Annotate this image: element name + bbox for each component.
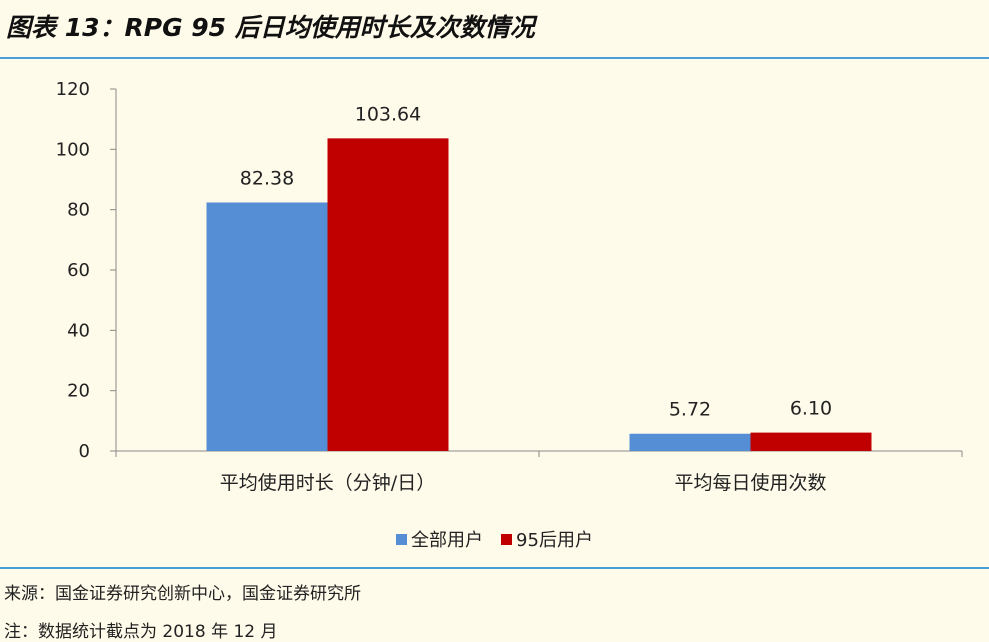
bar-95-users [327, 138, 449, 451]
x-category-label: 平均每日使用次数 [674, 472, 826, 494]
data-label: 82.38 [240, 167, 294, 189]
legend-swatch-95-users [501, 533, 513, 545]
legend-swatch-all-users [396, 533, 408, 545]
y-tick-label: 60 [67, 260, 90, 281]
y-tick-label: 40 [67, 320, 90, 341]
bar-all-users [629, 433, 751, 451]
bar-chart: 0 20 40 60 80 100 120 82.38 103.64 平均使用时长（分钟/日） 5.… [56, 79, 963, 494]
legend-item-all-users: 全部用户 [396, 526, 483, 552]
legend-label-95-users: 95后用户 [516, 530, 593, 551]
data-label: 103.64 [355, 103, 421, 125]
bar-95-users [750, 432, 872, 451]
y-tick-label: 0 [79, 441, 90, 462]
y-tick-label: 100 [56, 139, 90, 160]
y-tick-label: 120 [56, 79, 90, 100]
chart-title: 图表 13：RPG 95 后日均使用时长及次数情况 [6, 13, 535, 42]
bottom-divider [0, 567, 989, 569]
y-tick-label: 80 [67, 200, 90, 221]
y-tick-label: 20 [67, 381, 90, 402]
top-divider [0, 57, 989, 59]
source-note: 来源：国金证券研究创新中心，国金证券研究所 [4, 584, 361, 604]
legend-item-95-users: 95后用户 [501, 526, 593, 552]
data-label: 6.10 [790, 398, 832, 420]
footnote: 注：数据统计截点为 2018 年 12 月 [4, 622, 278, 642]
data-label: 5.72 [669, 399, 711, 421]
legend: 全部用户 95后用户 [0, 526, 989, 552]
legend-label-all-users: 全部用户 [411, 530, 484, 551]
bar-all-users [206, 202, 328, 451]
x-category-label: 平均使用时长（分钟/日） [220, 472, 435, 494]
